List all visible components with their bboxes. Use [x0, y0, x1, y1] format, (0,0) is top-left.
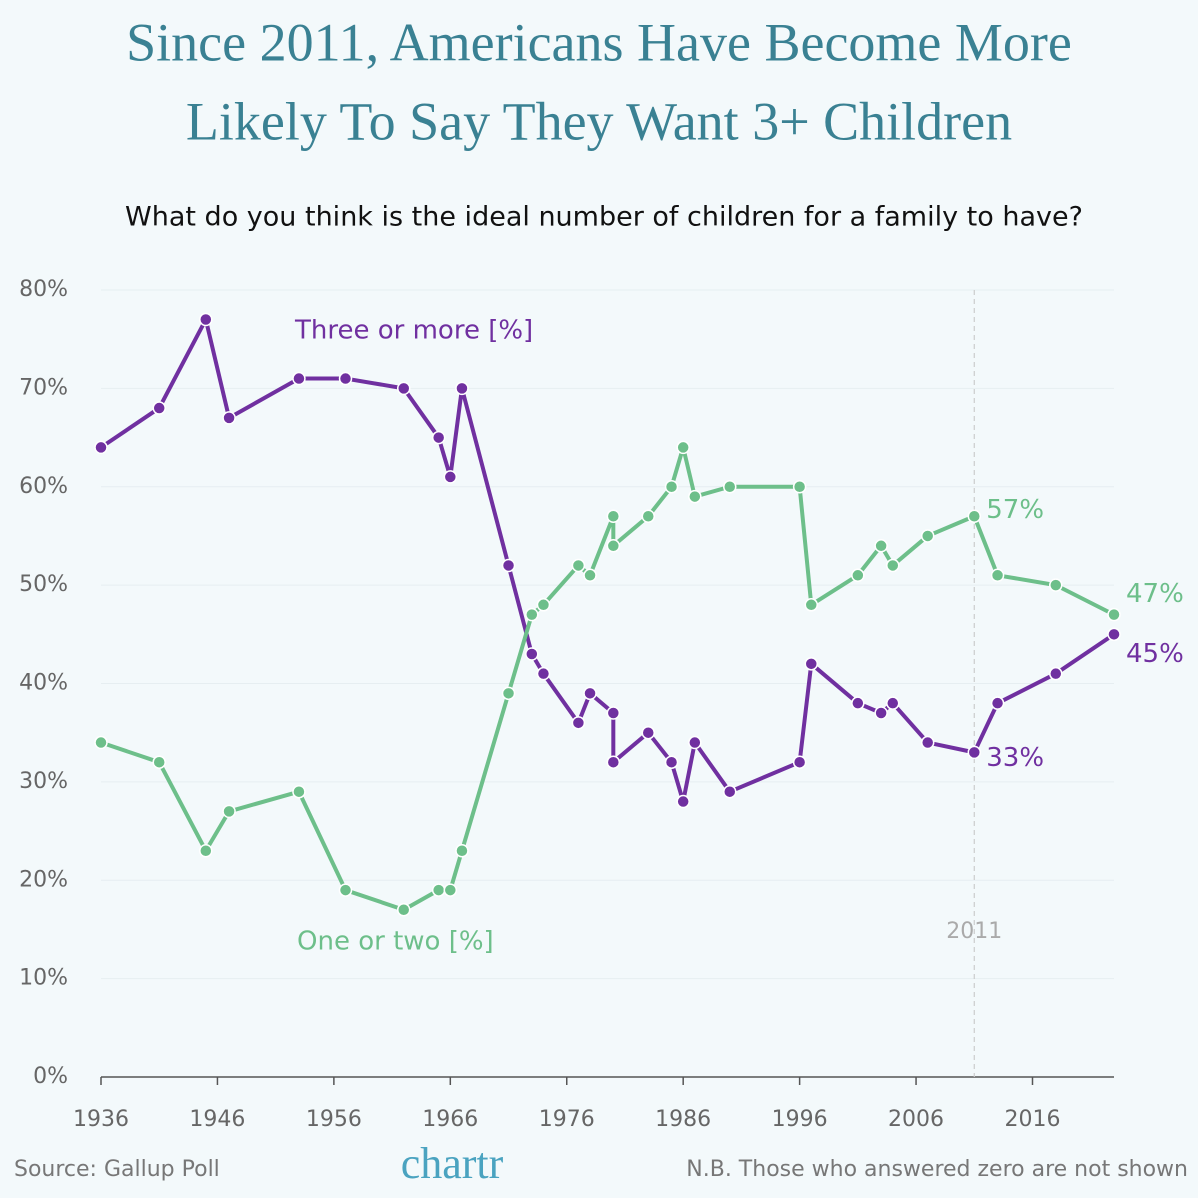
point: [641, 509, 656, 524]
point: [338, 371, 353, 386]
point: [804, 657, 819, 671]
note: N.B. Those who answered zero are not sho…: [686, 1157, 1188, 1182]
point: [536, 598, 551, 612]
point: [804, 598, 819, 612]
point: [536, 666, 551, 681]
point: [222, 804, 236, 819]
point: [222, 411, 236, 425]
point: [641, 725, 656, 740]
point: [571, 558, 586, 573]
point: [990, 696, 1005, 710]
point: [886, 558, 900, 573]
point: [606, 706, 621, 720]
point: [851, 568, 865, 583]
point: [967, 745, 982, 760]
point: [1049, 578, 1063, 592]
point: [664, 755, 679, 769]
y-tick-label: 20%: [19, 867, 68, 892]
point: [676, 794, 690, 809]
point: [1049, 666, 1063, 681]
point: [676, 440, 690, 455]
point: [606, 539, 621, 553]
point: [920, 529, 935, 543]
x-tick-label: 2016: [1004, 1107, 1060, 1132]
x-tick-label: 1986: [655, 1107, 711, 1132]
point: [886, 696, 900, 710]
y-tick-label: 80%: [19, 277, 68, 302]
point: [851, 696, 865, 710]
point: [94, 735, 108, 750]
point: [431, 430, 446, 445]
chart-subtitle: What do you think is the ideal number of…: [125, 202, 1083, 233]
y-tick-label: 50%: [19, 572, 68, 597]
data-label: 57%: [986, 495, 1044, 525]
point: [583, 686, 597, 701]
point: [525, 647, 539, 661]
data-label: 47%: [1126, 579, 1184, 609]
source: Source: Gallup Poll: [14, 1157, 220, 1182]
series-name: Three or more [%]: [294, 316, 533, 346]
brand: chartr: [401, 1139, 504, 1188]
point: [583, 568, 597, 583]
point: [967, 509, 982, 524]
x-tick-label: 1946: [189, 1107, 245, 1132]
point: [443, 883, 458, 897]
point: [1107, 607, 1121, 622]
point: [152, 401, 166, 415]
point: [571, 716, 586, 730]
series-line: [99, 317, 1116, 804]
point: [199, 843, 213, 858]
point: [920, 735, 935, 750]
y-tick-label: 30%: [19, 769, 68, 794]
y-tick-label: 40%: [19, 671, 68, 696]
point: [292, 371, 306, 386]
point: [792, 480, 807, 494]
point: [501, 686, 516, 701]
point: [990, 568, 1005, 583]
point: [455, 381, 469, 396]
point: [396, 903, 411, 917]
series-name: One or two [%]: [297, 927, 494, 957]
point: [723, 480, 737, 494]
data-label: 45%: [1126, 639, 1184, 669]
point: [664, 480, 679, 494]
point: [606, 755, 621, 769]
point: [688, 735, 702, 750]
point: [443, 470, 458, 484]
point: [688, 489, 702, 504]
chart-title: Likely To Say They Want 3+ Children: [186, 91, 1012, 151]
point: [606, 509, 621, 524]
point: [292, 784, 306, 799]
point: [199, 312, 213, 327]
point: [792, 755, 807, 769]
chart-title: Since 2011, Americans Have Become More: [126, 12, 1072, 72]
x-tick-label: 1996: [772, 1107, 828, 1132]
point: [431, 883, 446, 897]
point: [338, 883, 353, 897]
y-tick-label: 70%: [19, 375, 68, 400]
reference-label: 2011: [946, 919, 1002, 944]
data-label: 33%: [986, 743, 1044, 773]
point: [723, 784, 737, 799]
point: [874, 706, 888, 720]
y-tick-label: 0%: [33, 1064, 68, 1089]
y-tick-label: 60%: [19, 474, 68, 499]
point: [874, 539, 888, 553]
x-tick-label: 1936: [73, 1107, 129, 1132]
x-tick-label: 1966: [422, 1107, 478, 1132]
point: [501, 558, 516, 573]
point: [525, 607, 539, 622]
point: [1107, 627, 1121, 642]
x-tick-label: 1956: [306, 1107, 362, 1132]
point: [152, 755, 166, 769]
x-tick-label: 2006: [888, 1107, 944, 1132]
point: [396, 381, 411, 396]
x-tick-label: 1976: [539, 1107, 595, 1132]
y-tick-label: 10%: [19, 966, 68, 991]
point: [94, 440, 108, 455]
point: [455, 843, 469, 858]
